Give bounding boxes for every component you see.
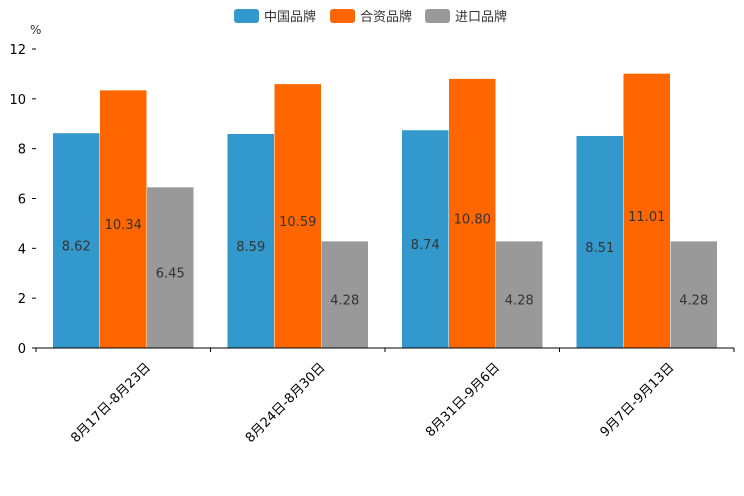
bar [449, 78, 496, 349]
bar [53, 133, 100, 348]
data-label: 6.45 [156, 267, 185, 282]
y-tick-label: 12 [9, 43, 26, 58]
data-label: 8.59 [236, 240, 265, 255]
bar [402, 130, 449, 348]
y-tick-label: 6 [18, 193, 26, 208]
legend-swatch [234, 9, 259, 23]
bar [576, 135, 623, 348]
bar [147, 187, 194, 348]
y-tick-label: 4 [18, 242, 26, 257]
data-label: 8.62 [62, 240, 91, 255]
x-category-label: 8月17日-8月23日 [68, 360, 154, 446]
legend-label: 合资品牌 [360, 9, 412, 25]
legend-swatch [425, 9, 450, 23]
y-axis-unit-label: % [30, 23, 41, 37]
legend: 中国品牌 合资品牌 进口品牌 [234, 9, 507, 25]
y-tick-label: 0 [18, 342, 26, 357]
legend-label: 进口品牌 [455, 9, 507, 25]
legend-swatch [330, 9, 355, 23]
x-axis-ticks: 8月17日-8月23日 8月24日-8月30日 8月31日-9月6日 9月7日-9月1… [35, 348, 735, 446]
data-label: 4.28 [505, 294, 534, 309]
bar [227, 133, 274, 348]
x-category-label: 9月7日-9月13日 [598, 360, 678, 440]
data-label: 10.80 [454, 212, 491, 227]
bar [670, 241, 717, 348]
x-category-label: 8月31日-9月6日 [423, 360, 503, 440]
y-tick-label: 10 [9, 93, 26, 108]
legend-label: 中国品牌 [264, 9, 316, 25]
bar [623, 73, 670, 348]
data-label: 11.01 [628, 210, 665, 225]
data-labels: 8.62 10.34 6.45 8.59 10.59 4.28 8.74 10.80 4.28 8… [62, 210, 708, 309]
x-category-label: 8月24日-8月30日 [243, 360, 329, 446]
data-label: 10.59 [279, 215, 316, 230]
bar [321, 241, 368, 348]
data-label: 10.34 [105, 218, 142, 233]
bars [53, 73, 717, 349]
data-label: 8.74 [411, 238, 440, 253]
data-label: 4.28 [679, 294, 708, 309]
y-tick-label: 2 [18, 292, 26, 307]
y-tick-label: 8 [18, 143, 26, 158]
data-label: 4.28 [330, 294, 359, 309]
bar [274, 84, 321, 348]
bar [496, 241, 543, 348]
y-axis-ticks: 0 2 4 6 8 10 12 [9, 43, 36, 357]
bar [100, 90, 147, 348]
data-label: 8.51 [585, 241, 614, 256]
